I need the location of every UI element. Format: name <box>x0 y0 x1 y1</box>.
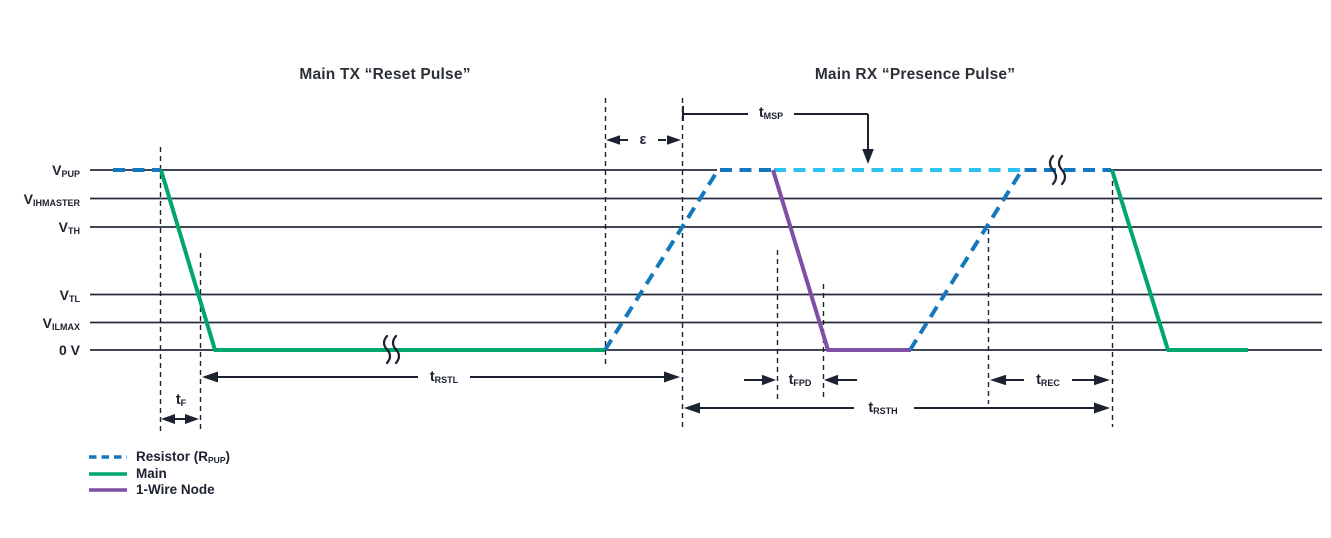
timing-arrow-tf <box>161 414 199 424</box>
legend-label-main-pre: Main <box>136 465 167 481</box>
timing-label-trec-base: t <box>1036 372 1041 388</box>
title-main-rx-presence-pulse: Main RX “Presence Pulse” <box>814 66 1016 83</box>
legend-swatch-resistor-dashed-line <box>89 455 127 460</box>
timing-arrow-epsilon <box>606 135 681 145</box>
timing-label-epsilon-base: ε <box>639 132 647 148</box>
waveforms <box>113 168 1248 352</box>
legend-swatch-1wire-node-solid-line <box>89 488 127 493</box>
legend-label-resistor-pre: Resistor (R <box>136 449 209 465</box>
timing-arrow-trec <box>990 374 1110 386</box>
timing-label-trstl-sub: RSTL <box>434 375 459 385</box>
title-main-tx-reset-pulse: Main TX “Reset Pulse” <box>299 66 471 83</box>
level-label-vihmaster-sub: IHMASTER <box>33 198 80 208</box>
timing-label-tf-sub: F <box>180 398 187 408</box>
timing-label-tf: tF <box>136 391 226 412</box>
level-label-vpup: VPUP <box>0 161 80 183</box>
timing-label-trsth-base: t <box>868 400 874 416</box>
timing-label-epsilon: ε <box>598 131 688 152</box>
break-symbol-main-low <box>382 334 401 365</box>
level-label-vth-sub: TH <box>68 226 80 236</box>
timing-label-tfpd-sub: FPD <box>793 378 812 388</box>
timing-label-tmsp-base: t <box>758 105 764 121</box>
timing-label-trsth: tRSTH <box>838 399 928 420</box>
timing-label-tmsp: tMSP <box>726 104 816 125</box>
level-label-vpup-sub: PUP <box>61 169 80 179</box>
timing-arrow-tfpd <box>744 374 857 386</box>
timing-arrow-tmsp <box>682 106 874 164</box>
level-label-vihmaster: VIHMASTER <box>0 190 80 212</box>
level-label-vth-base: V <box>58 219 68 235</box>
legend-item-resistor: Resistor (RPUP) <box>88 449 230 466</box>
timing-label-trstl-base: t <box>429 369 435 385</box>
level-label-vilmax-base: V <box>42 315 52 331</box>
break-symbol-bus-high <box>1048 154 1067 186</box>
legend-label-1wire-node: 1-Wire Node <box>136 482 215 498</box>
legend-label-1wire-node-pre: 1-Wire Node <box>136 482 215 498</box>
timing-label-tfpd-base: t <box>788 372 794 388</box>
timing-label-tfpd: tFPD <box>755 371 845 392</box>
waveform-main-reset-pulse <box>159 169 605 352</box>
legend-swatch-main-solid-line <box>89 471 127 476</box>
level-label-vth: VTH <box>0 218 80 240</box>
legend-label-resistor: Resistor (RPUP) <box>136 449 230 465</box>
legend-label-resistor-sub: PUP <box>208 455 226 466</box>
level-label-vilmax: VILMAX <box>0 314 80 336</box>
timing-label-tmsp-sub: MSP <box>763 111 784 121</box>
timing-label-trsth-sub: RSTH <box>873 406 898 416</box>
level-label-vtl: VTL <box>0 286 80 308</box>
waveform-1wire-node-presence-pulse <box>771 169 911 352</box>
timing-label-tf-base: t <box>175 392 181 408</box>
level-label-vihmaster-base: V <box>23 191 33 207</box>
legend-label-main: Main <box>136 466 167 482</box>
legend: Resistor (RPUP) Main 1-Wire Node <box>88 449 230 499</box>
level-label-vpup-base: V <box>52 162 62 178</box>
legend-item-1wire-node: 1-Wire Node <box>88 482 230 499</box>
level-label-vilmax-sub: ILMAX <box>52 322 80 332</box>
level-lines <box>90 169 1322 351</box>
timing-arrow-trstl <box>202 371 680 383</box>
legend-label-resistor-post: ) <box>225 449 231 465</box>
level-label-0v-base: 0 V <box>58 342 80 358</box>
timing-label-trec: tREC <box>1003 371 1093 392</box>
timing-label-trstl: tRSTL <box>399 368 489 389</box>
timing-label-trec-sub: REC <box>1040 378 1060 388</box>
legend-item-main: Main <box>88 466 230 483</box>
level-label-0v: 0 V <box>0 341 80 363</box>
level-label-vtl-base: V <box>59 287 69 303</box>
waveform-main-next-reset <box>1110 169 1248 352</box>
timing-arrow-trsth <box>684 402 1110 414</box>
level-label-vtl-sub: TL <box>69 294 80 304</box>
